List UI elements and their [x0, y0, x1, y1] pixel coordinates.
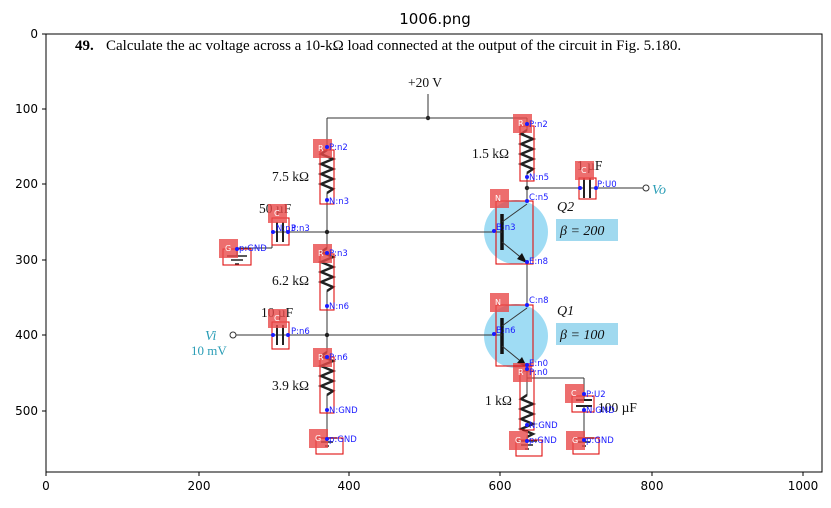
tag-cout: C [581, 166, 587, 175]
x-tick-label: 600 [489, 479, 512, 493]
tag-q1: N [495, 298, 501, 307]
pin-r1-n: N:n3 [329, 197, 349, 207]
pin-r3-n: N:GND [329, 406, 358, 416]
circuit-schematic: +20 V Vo [191, 75, 666, 450]
pin-r2-n: N:n6 [329, 302, 349, 312]
vo-label: Vo [652, 183, 666, 198]
tag-r1: R [318, 144, 324, 153]
pin-q1-e: E:n0 [529, 359, 548, 369]
supply-label: +20 V [408, 75, 442, 90]
r2-label: 6.2 kΩ [272, 273, 309, 288]
x-tick-label: 800 [641, 479, 664, 493]
pin-g1: p:GND [239, 244, 267, 254]
pin-g3: p:GND [529, 436, 557, 446]
tag-c50: C [274, 209, 280, 218]
pin-q1-c: C:n8 [529, 296, 549, 306]
q2-highlight [484, 200, 548, 264]
figure-title: 1006.png [399, 10, 471, 28]
pin-q1-b: B:n6 [496, 326, 516, 336]
x-axis: 0 200 400 600 800 1000 [42, 472, 818, 493]
pin-r2-p: P:n3 [329, 249, 348, 259]
y-tick-label: 500 [15, 404, 38, 418]
problem-number: 49. [75, 38, 94, 54]
y-tick-label: 100 [15, 102, 38, 116]
q1-highlight [484, 304, 548, 368]
pin-re-n: N:GND [529, 421, 558, 431]
beta2-label: β = 200 [559, 224, 604, 239]
annotation-overlay: R P:n2 N:n3 R P:n3 N:n6 R P:n6 N:GND R P… [219, 114, 617, 457]
pin-q2-e: E:n8 [529, 257, 548, 267]
pin-r3-p: P:n6 [329, 353, 348, 363]
rc-label: 1.5 kΩ [472, 146, 509, 161]
tag-g4: G [572, 436, 578, 445]
r3-label: 3.9 kΩ [272, 378, 309, 393]
pin-ce-n: N:GND [586, 406, 615, 416]
y-axis: 0 100 200 300 400 500 [15, 27, 46, 418]
pin-g4: p:GND [586, 436, 614, 446]
beta1-label: β = 100 [559, 328, 604, 343]
tag-r3: R [318, 353, 324, 362]
x-tick-label: 200 [188, 479, 211, 493]
y-tick-label: 0 [30, 27, 38, 41]
x-tick-label: 400 [338, 479, 361, 493]
y-tick-label: 300 [15, 253, 38, 267]
pin-rc-n: N:n5 [529, 173, 549, 183]
pin-cout-p: P:U0 [597, 180, 617, 190]
tag-c10: C [274, 314, 280, 323]
tag-rc: R [518, 119, 524, 128]
pin-q2-c: C:n5 [529, 193, 549, 203]
tag-re: R [518, 368, 524, 377]
pin-rc-p: P:n2 [529, 120, 548, 130]
x-tick-label: 0 [42, 479, 50, 493]
re-label: 1 kΩ [485, 393, 512, 408]
y-tick-label: 400 [15, 328, 38, 342]
tag-g2: G [315, 434, 321, 443]
q2-label: Q2 [557, 200, 574, 215]
pin-g2: p:GND [329, 435, 357, 445]
tag-q2: N [495, 194, 501, 203]
pin-c50-n: N:n3 [276, 224, 296, 234]
pin-c50-p: P:n3 [291, 224, 310, 234]
tag-r2: R [318, 249, 324, 258]
tag-g3: G [515, 436, 521, 445]
ce-label: 100 µF [598, 400, 637, 415]
vi-value: 10 mV [191, 343, 227, 358]
pin-re-p: P:n0 [529, 368, 548, 378]
x-tick-label: 1000 [788, 479, 819, 493]
vi-label: Vi [205, 329, 217, 344]
axes-frame [45, 33, 823, 473]
pin-r1-p: P:n2 [329, 143, 348, 153]
pin-c10-p: P:n6 [291, 327, 310, 337]
tag-ce: C [571, 389, 577, 398]
pin-q2-b: B:n3 [496, 223, 516, 233]
tag-g1: G [225, 244, 231, 253]
y-tick-label: 200 [15, 177, 38, 191]
r1-label: 7.5 kΩ [272, 169, 309, 184]
pin-ce-p: P:U2 [586, 390, 606, 400]
problem-text: Calculate the ac voltage across a 10-kΩ … [106, 38, 681, 54]
q1-label: Q1 [557, 304, 574, 319]
